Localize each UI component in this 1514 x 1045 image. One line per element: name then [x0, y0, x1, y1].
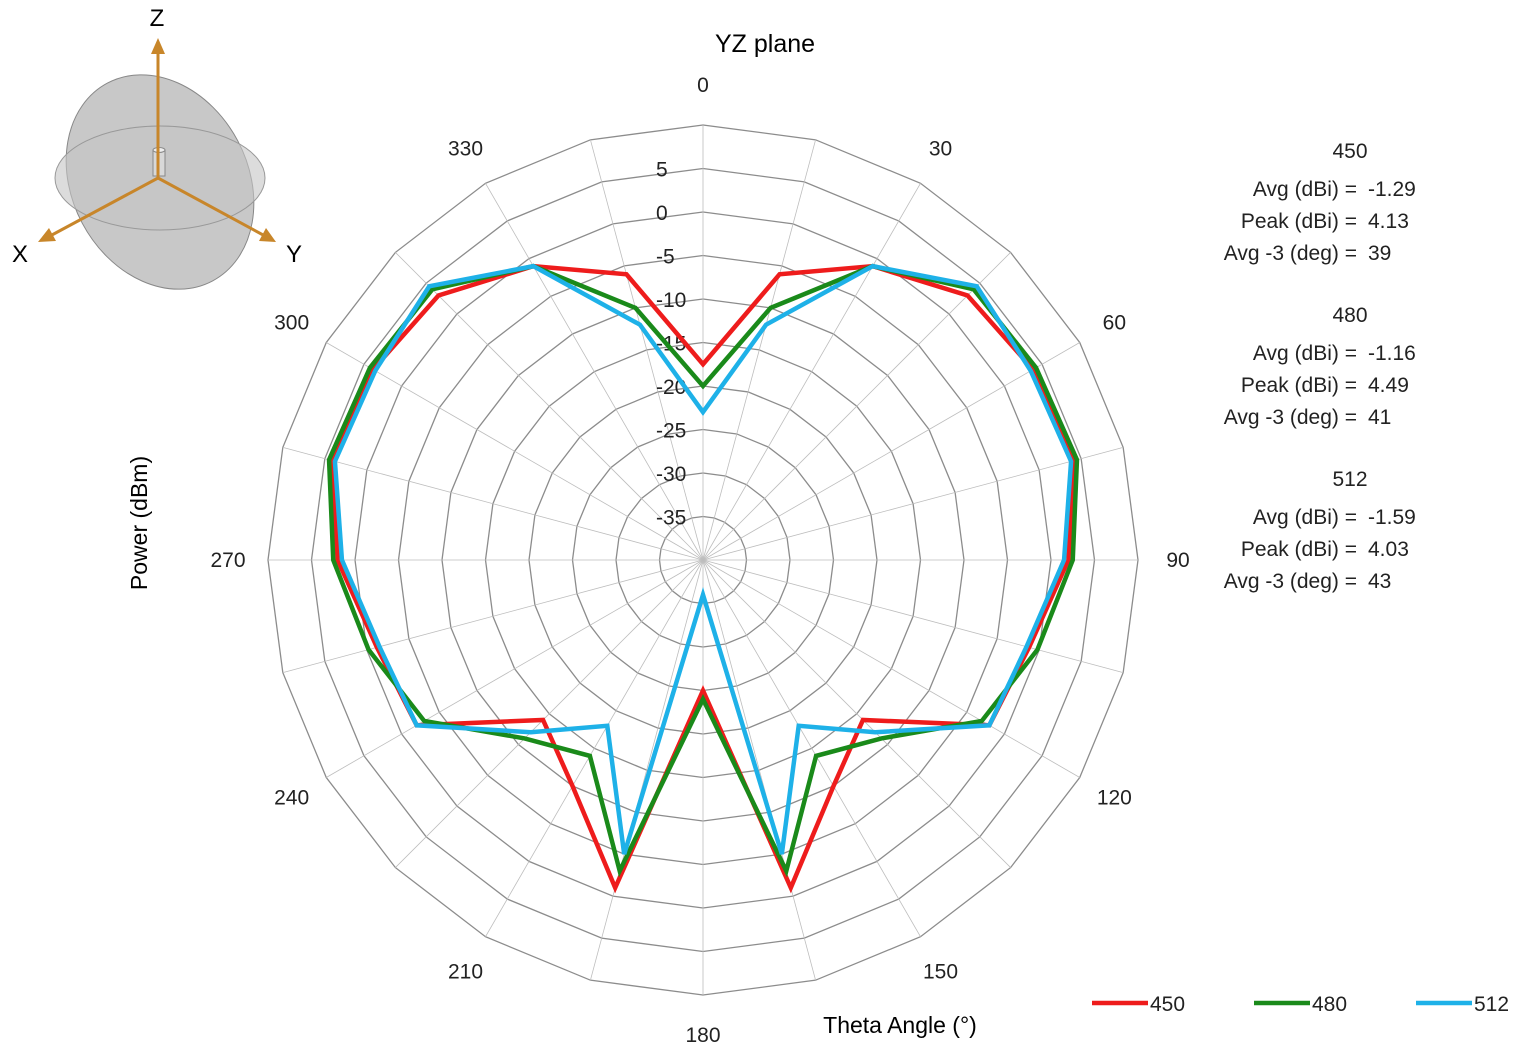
legend-label-480: 480 — [1312, 993, 1347, 1016]
peak-value: 4.03 — [1368, 538, 1409, 562]
avg-beam-value: 41 — [1368, 406, 1391, 430]
x-axis-title: Theta Angle (°) — [823, 1012, 977, 1038]
grid-spoke — [283, 447, 703, 560]
avg-label: Avg (dBi) = — [1157, 342, 1357, 366]
angle-tick-label: 180 — [685, 1024, 720, 1045]
grid-spoke — [703, 252, 1011, 560]
radial-tick-label: -10 — [656, 289, 686, 312]
avg-value: -1.16 — [1368, 342, 1416, 366]
chart-title: YZ plane — [715, 30, 815, 58]
grid-spoke — [703, 560, 921, 937]
peak-label: Peak (dBi) = — [1157, 374, 1357, 398]
avg-label: Avg (dBi) = — [1157, 506, 1357, 530]
legend-label-450: 450 — [1150, 993, 1185, 1016]
grid-spoke — [703, 560, 816, 980]
angle-tick-label: 300 — [274, 312, 309, 335]
grid-spoke — [326, 343, 703, 561]
x-axis-label: X — [12, 241, 28, 268]
radial-tick-label: 5 — [656, 159, 668, 182]
avg-beam-value: 43 — [1368, 570, 1391, 594]
angle-tick-label: 210 — [448, 960, 483, 983]
angle-tick-label: 60 — [1103, 312, 1126, 335]
stats-frequency: 480 — [1290, 304, 1410, 328]
grid-spoke — [703, 447, 1123, 560]
avg-beam-label: Avg -3 (deg) = — [1157, 570, 1357, 594]
y-axis-label: Y — [286, 241, 302, 268]
legend-label-512: 512 — [1474, 993, 1509, 1016]
angle-tick-label: 150 — [923, 960, 958, 983]
radial-tick-label: -35 — [656, 507, 686, 530]
avg-beam-label: Avg -3 (deg) = — [1157, 406, 1357, 430]
orientation-axes-icon: Z X Y — [12, 5, 302, 322]
avg-beam-label: Avg -3 (deg) = — [1157, 242, 1357, 266]
angle-tick-label: 240 — [274, 787, 309, 810]
z-axis-label: Z — [150, 5, 165, 32]
angle-tick-label: 30 — [929, 138, 952, 161]
angle-tick-label: 0 — [697, 74, 709, 97]
avg-value: -1.59 — [1368, 506, 1416, 530]
grid-spoke — [486, 560, 704, 937]
peak-label: Peak (dBi) = — [1157, 210, 1357, 234]
angle-tick-label: 270 — [210, 549, 245, 572]
avg-beam-value: 39 — [1368, 242, 1391, 266]
avg-value: -1.29 — [1368, 178, 1416, 202]
grid-spoke — [486, 183, 704, 560]
y-axis-title: Power (dBm) — [126, 456, 152, 590]
angle-tick-label: 120 — [1097, 787, 1132, 810]
radial-tick-label: 0 — [656, 202, 668, 225]
grid-spoke — [590, 560, 703, 980]
grid-spoke — [703, 343, 1080, 561]
avg-label: Avg (dBi) = — [1157, 178, 1357, 202]
peak-value: 4.13 — [1368, 210, 1409, 234]
polar-grid — [268, 125, 1138, 995]
stats-frequency: 450 — [1290, 140, 1410, 164]
stats-frequency: 512 — [1290, 468, 1410, 492]
legend: 450 480 512 — [1092, 993, 1509, 1016]
grid-spoke — [703, 560, 1011, 868]
radial-tick-label: -25 — [656, 420, 686, 443]
radial-tick-label: -5 — [656, 246, 675, 269]
grid-spoke — [703, 140, 816, 560]
grid-spoke — [395, 560, 703, 868]
radial-tick-label: -30 — [656, 463, 686, 486]
peak-value: 4.49 — [1368, 374, 1409, 398]
grid-spoke — [703, 183, 921, 560]
angle-tick-label: 330 — [448, 138, 483, 161]
peak-label: Peak (dBi) = — [1157, 538, 1357, 562]
